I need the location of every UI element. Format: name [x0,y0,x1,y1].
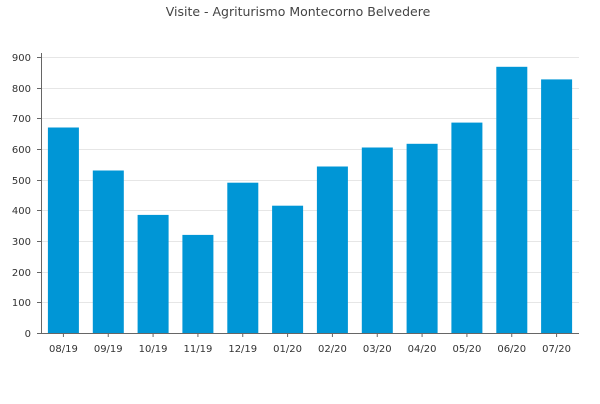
x-tick-label: 05/20 [453,344,482,355]
y-tick-label: 200 [12,268,31,279]
bar [406,143,438,333]
x-tick-label: 08/19 [49,344,78,355]
x-tick-label: 04/20 [408,344,437,355]
bar [541,79,573,334]
bar [92,170,124,333]
x-axis-ticks: 08/19 09/19 10/19 11/19 12/19 01/20 02/20 03/20… [49,333,571,355]
y-tick-label: 0 [25,329,31,340]
y-tick-label: 700 [12,114,31,125]
x-tick-label: 11/19 [184,344,213,355]
bar [451,122,483,333]
bar [361,147,393,333]
y-tick-label: 100 [12,298,31,309]
grid-lines [41,57,579,303]
bar [272,205,304,333]
y-axis-ticks: 0 100 200 300 400 500 600 700 800 900 [12,53,41,340]
y-tick-label: 800 [12,84,31,95]
y-tick-label: 500 [12,176,31,187]
chart-title: Visite - Agriturismo Montecorno Belveder… [166,4,431,19]
bar [137,214,169,333]
bar [182,234,214,333]
y-tick-label: 600 [12,145,31,156]
x-tick-label: 07/20 [542,344,571,355]
bar [47,127,79,333]
y-tick-label: 400 [12,206,31,217]
axes [41,53,579,334]
x-tick-label: 12/19 [228,344,257,355]
x-tick-label: 06/20 [497,344,526,355]
y-tick-label: 300 [12,237,31,248]
x-tick-label: 03/20 [363,344,392,355]
bar [496,66,528,334]
y-tick-label: 900 [12,53,31,64]
bars [47,66,573,334]
bar [227,182,259,333]
x-tick-label: 02/20 [318,344,347,355]
x-tick-label: 09/19 [94,344,123,355]
x-tick-label: 01/20 [273,344,302,355]
x-tick-label: 10/19 [139,344,168,355]
bar [316,166,348,333]
